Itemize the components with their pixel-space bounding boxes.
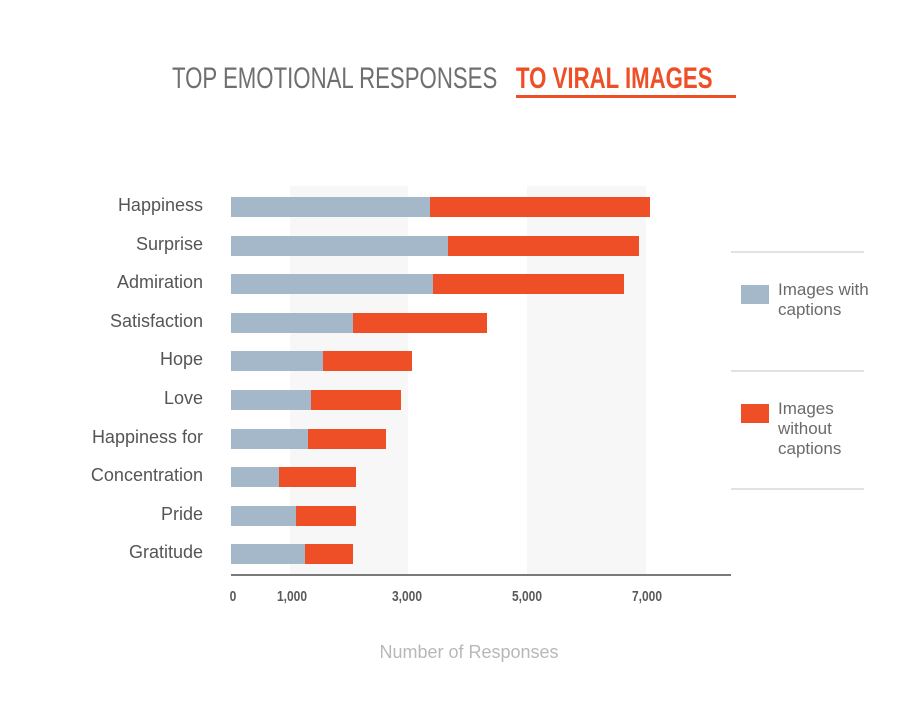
bar-segment-with-captions [231, 428, 309, 449]
bar-segment-without-captions [311, 390, 401, 410]
x-tick-label: 0 [229, 588, 237, 605]
bar-row: Pride [0, 503, 898, 526]
bar-segment-with-captions [231, 505, 297, 526]
bar-row: Surprise [0, 233, 898, 256]
category-label: Gratitude [128, 542, 203, 563]
bar-segment-with-captions [231, 197, 431, 217]
category-label: Admiration [116, 272, 203, 293]
category-label: Concentration [90, 465, 203, 486]
legend-divider [731, 251, 864, 253]
bar-segment-with-captions [231, 544, 306, 565]
x-tick-label: 1,000 [276, 588, 308, 605]
bar-segment-without-captions [352, 312, 487, 333]
legend-divider [731, 370, 864, 372]
bar-row: Happiness [0, 195, 898, 217]
category-label: Satisfaction [109, 310, 203, 331]
bar-segment-without-captions [433, 274, 624, 295]
bar-segment-with-captions [231, 467, 279, 488]
x-tick-label: 5,000 [511, 588, 543, 605]
x-axis-line [231, 574, 731, 576]
bar-segment-without-captions [305, 544, 353, 565]
bar-row: Love [0, 388, 898, 410]
bar-segment-without-captions [296, 505, 356, 526]
legend-divider [731, 488, 864, 490]
x-tick-label: 7,000 [631, 588, 663, 605]
category-label: Happiness [117, 195, 203, 215]
bar-row: Happiness for [0, 426, 898, 449]
title-underline [516, 95, 736, 98]
bar-segment-without-captions [430, 197, 651, 217]
bar-segment-without-captions [278, 467, 356, 488]
bar-segment-with-captions [231, 312, 353, 333]
legend-label: Images without captions [778, 399, 842, 458]
legend-swatch [741, 285, 769, 304]
bar-row: Gratitude [0, 542, 898, 565]
category-label: Surprise [135, 233, 203, 254]
x-tick-label: 3,000 [391, 588, 423, 605]
bar-segment-with-captions [231, 351, 324, 372]
bar-segment-with-captions [231, 390, 312, 410]
bar-row: Concentration [0, 465, 898, 488]
title-part-highlight: TO VIRAL IMAGES [516, 62, 713, 95]
bar-row: Satisfaction [0, 310, 898, 333]
bar-row: Hope [0, 349, 898, 372]
bar-segment-with-captions [231, 274, 434, 295]
legend-label: Images with captions [778, 280, 869, 319]
bar-segment-without-captions [323, 351, 413, 372]
category-label: Hope [159, 349, 203, 370]
bar-segment-with-captions [231, 235, 449, 256]
bar-row: Admiration [0, 272, 898, 295]
x-axis-label: Number of Responses [379, 642, 559, 662]
title-part-gray: TOP EMOTIONAL RESPONSES [172, 62, 498, 95]
bar-segment-without-captions [448, 235, 639, 256]
bar-segment-without-captions [308, 428, 386, 449]
category-label: Happiness for [91, 426, 203, 447]
legend-swatch [741, 404, 769, 423]
category-label: Pride [160, 503, 203, 524]
category-label: Love [163, 388, 203, 408]
